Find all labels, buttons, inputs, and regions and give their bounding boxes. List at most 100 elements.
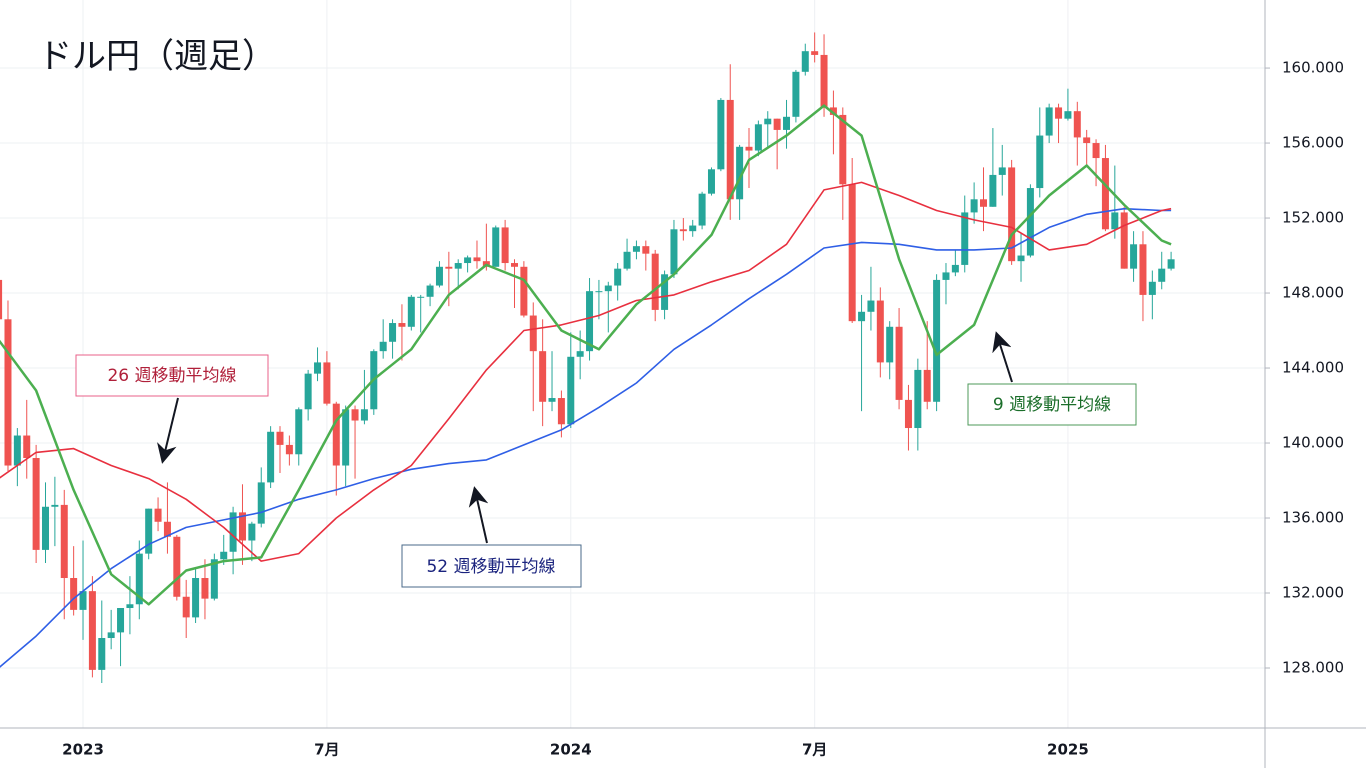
y-tick-label: 128.000 [1282,659,1344,677]
annotation: 26 週移動平均線 [107,366,236,386]
y-tick-label: 156.000 [1282,134,1344,152]
candle-body [529,315,537,352]
candle-body [914,369,922,429]
candle-body [642,246,650,254]
candle-body [1101,158,1109,230]
candle-body [586,291,594,352]
candle-body [726,99,734,200]
y-tick-label: 140.000 [1282,434,1344,452]
candle-body [323,362,331,404]
grid [0,0,1265,728]
candle-body [904,399,912,429]
candle-body [1083,137,1091,144]
x-tick-label: 2025 [1047,741,1089,759]
candle-body [154,508,162,522]
candle-body [867,300,875,312]
candle-body [51,504,59,507]
candle-body [0,279,3,320]
candle-body [567,356,575,425]
y-tick-label: 152.000 [1282,209,1344,227]
candle-body [539,351,547,402]
candle-body [1130,244,1138,269]
y-tick-label: 148.000 [1282,284,1344,302]
candle-body [79,591,87,610]
candle-body [454,263,462,269]
candle-body [886,326,894,363]
candle-body [295,409,303,455]
candle-body [604,285,612,292]
candle-body [379,341,387,352]
candle-body [4,319,12,466]
candle-body [698,193,706,226]
candle-body [464,257,472,264]
candle-body [342,409,350,466]
candle-body [173,536,181,597]
candle-body [820,54,828,108]
candle-body [285,444,293,455]
annotation-box [401,544,582,588]
candle-body [764,118,772,125]
candle-body [980,199,987,207]
candle-body [126,604,134,609]
candle-body [595,291,603,293]
moving-average-line [0,181,1172,562]
arrow [992,331,1013,383]
annotation-box [75,354,269,397]
candle-body [473,257,481,262]
candle-body [933,279,941,402]
candle-body [1026,188,1034,256]
candle-body [576,351,584,357]
candle-body [520,266,528,316]
candle-body [1158,268,1166,282]
annotation: 52 週移動平均線 [426,557,555,577]
candle-body [182,596,190,618]
candle-body [351,409,359,421]
candle-body [60,504,68,579]
candle-body [961,212,969,265]
candle-body [736,146,744,200]
moving-average-line [0,207,1172,668]
candle-body [192,578,200,618]
candle-body [511,263,518,267]
candle-body [792,71,800,117]
candle-body [229,512,237,552]
candle-body [23,435,31,459]
candle-body [651,253,659,310]
candle-body [332,403,340,466]
candle-body [1008,167,1016,262]
candle-body [426,285,434,297]
plot-area [0,32,1175,684]
candle-body [783,116,791,130]
annotation: 9 週移動平均線 [993,395,1111,415]
candle-body [811,51,819,55]
candle-body [1064,111,1072,119]
candle-body [314,362,322,374]
candle-body [257,482,265,524]
candle-body [398,323,406,327]
candle-body [445,266,453,269]
annotation-box [967,383,1137,426]
candle-body [623,251,631,269]
candle-body [417,296,425,298]
candle-body [754,124,762,151]
candle-body [942,272,950,280]
candle-body [557,398,565,425]
candle-body [360,409,368,421]
candle-body [492,227,500,267]
candle-body [632,246,640,252]
candle-body [670,229,678,275]
candle-body [238,512,246,541]
candle-body [679,229,687,232]
candle-body [210,559,218,599]
candle-body [304,373,312,410]
arrow [157,397,179,464]
candle-body [42,506,49,550]
y-tick-label: 144.000 [1282,359,1344,377]
candle-body [435,266,443,286]
candle-body [13,435,21,466]
candle-body [1139,244,1147,295]
candle-body [107,632,115,639]
x-tick-label: 7月 [314,741,339,759]
candle-body [858,311,866,322]
